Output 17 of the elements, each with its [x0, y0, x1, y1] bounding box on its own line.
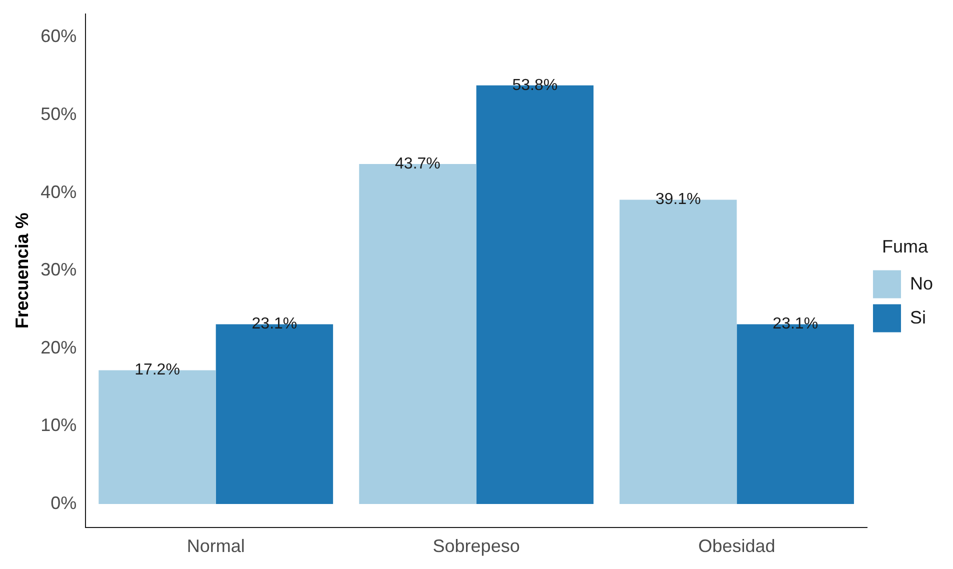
y-tick-label: 20%: [40, 337, 77, 358]
y-tick-label: 60%: [40, 26, 77, 46]
y-tick-label: 30%: [40, 260, 77, 280]
legend-label: Si: [910, 307, 926, 328]
y-tick-label: 10%: [40, 415, 77, 436]
x-tick-label: Sobrepeso: [432, 536, 520, 556]
data-label: 43.7%: [395, 155, 440, 172]
y-tick-label: 0%: [50, 493, 77, 514]
y-tick-label: 50%: [40, 104, 77, 124]
data-label: 39.1%: [655, 191, 701, 208]
x-tick-label: Normal: [186, 536, 245, 556]
legend-label: No: [910, 273, 934, 294]
data-label: 17.2%: [134, 362, 180, 379]
x-tick-label: Obesidad: [698, 536, 776, 556]
y-tick-label: 40%: [40, 182, 77, 202]
legend-title: Fuma: [882, 236, 929, 257]
y-axis-title: Frecuencia %: [12, 212, 32, 329]
